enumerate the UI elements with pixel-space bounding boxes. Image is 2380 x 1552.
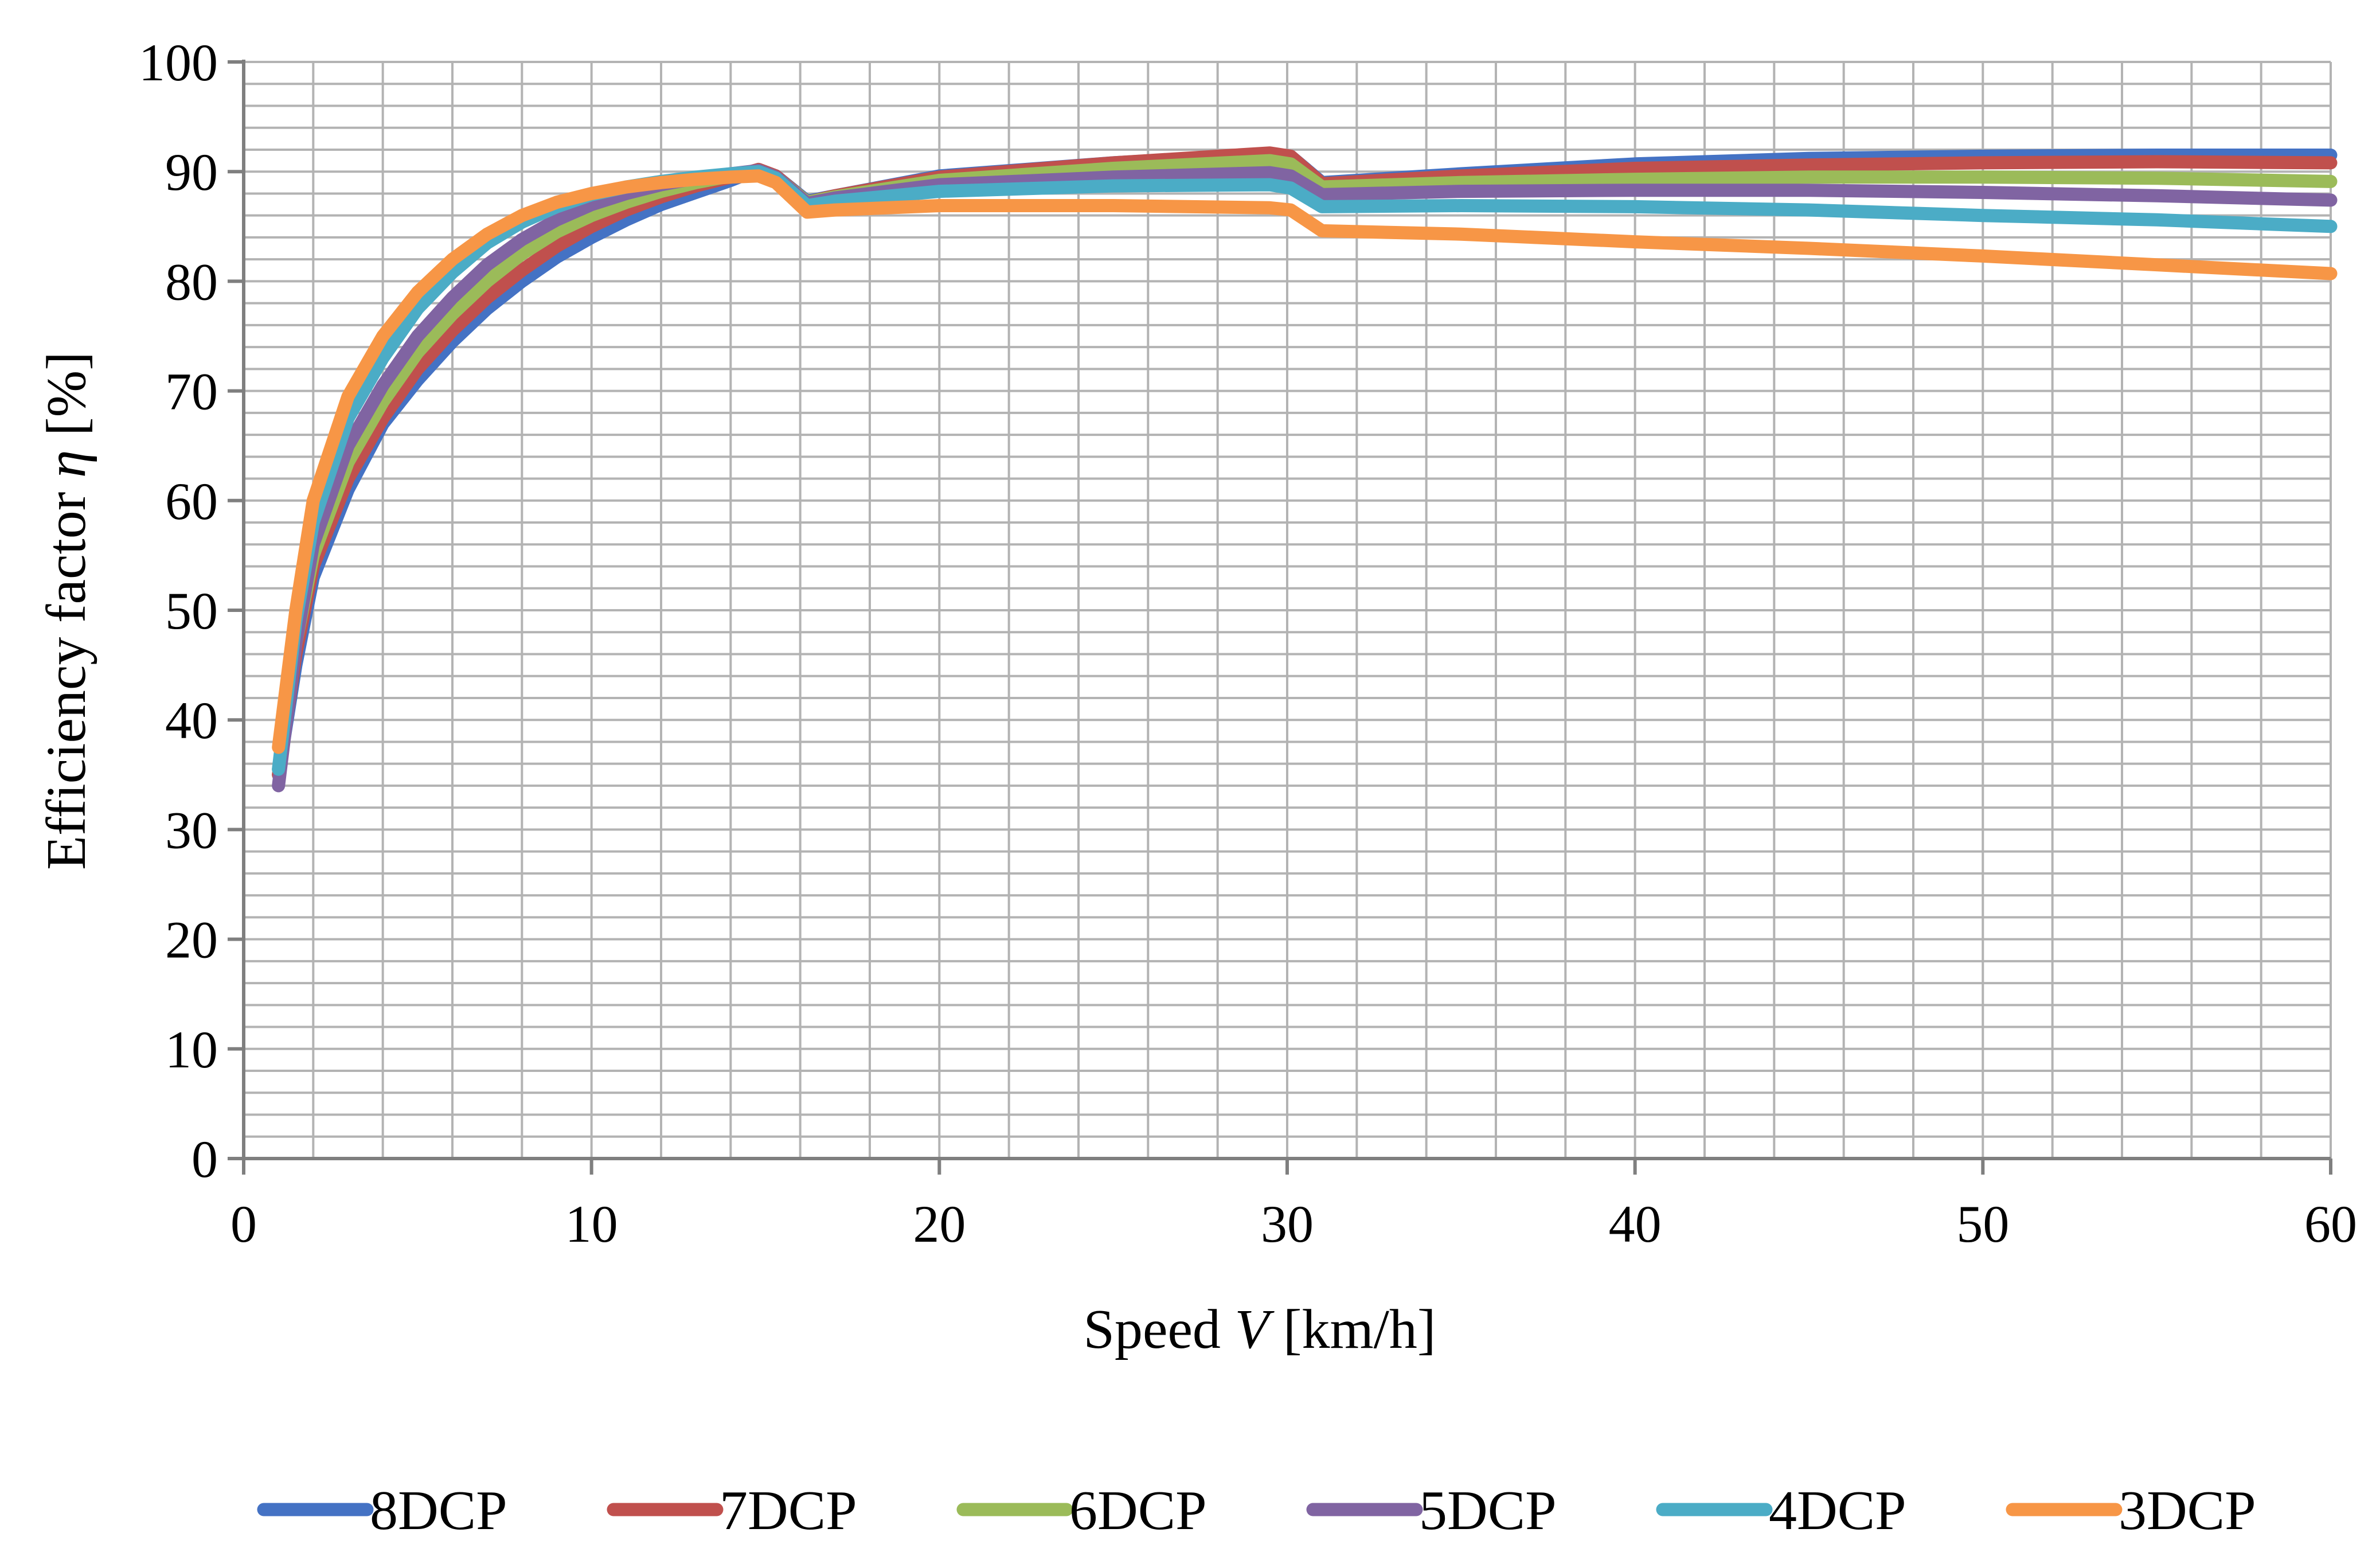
x-axis-title-symbol: V xyxy=(1234,1298,1275,1360)
x-tick-label: 50 xyxy=(1956,1195,2009,1253)
y-tick-label: 60 xyxy=(165,472,218,531)
legend-item-8dcp: 8DCP xyxy=(257,1480,507,1542)
y-tick-label: 30 xyxy=(165,801,218,859)
x-axis-title: Speed V [km/h] xyxy=(1083,1298,1436,1360)
legend-label: 7DCP xyxy=(720,1480,857,1542)
series-line-8dcp xyxy=(272,147,2338,782)
y-axis-title-unit: [%] xyxy=(36,352,97,450)
y-tick-label: 100 xyxy=(139,33,218,92)
x-tick-label: 10 xyxy=(565,1195,618,1253)
legend-label: 8DCP xyxy=(370,1480,507,1542)
y-axis-title-symbol: η xyxy=(36,450,97,478)
y-tick-label: 40 xyxy=(165,691,218,750)
x-tick-label: 60 xyxy=(2304,1195,2357,1253)
y-tick-label: 90 xyxy=(165,143,218,201)
legend: 8DCP 7DCP 6DCP 5DCP 4DCP 3DCP xyxy=(257,1480,2256,1542)
legend-label: 4DCP xyxy=(1769,1480,1906,1542)
x-tick-label: 30 xyxy=(1261,1195,1314,1253)
y-tick-label: 50 xyxy=(165,582,218,640)
x-axis-title-prefix: Speed xyxy=(1083,1298,1234,1360)
axes xyxy=(228,60,2332,1175)
x-axis-title-unit: [km/h] xyxy=(1269,1298,1436,1360)
tick-labels: 0 10 20 30 40 50 60 70 80 90 100 0 10 20 30 40 50 60 xyxy=(139,33,2357,1253)
legend-item-6dcp: 6DCP xyxy=(956,1480,1207,1542)
y-tick-label: 80 xyxy=(165,252,218,311)
y-tick-label: 10 xyxy=(165,1020,218,1079)
x-tick-label: 0 xyxy=(230,1195,257,1253)
y-axis-title-prefix: Efficiency factor xyxy=(36,478,97,870)
legend-item-7dcp: 7DCP xyxy=(607,1480,857,1542)
series-line-3dcp xyxy=(272,169,2338,754)
series-lines xyxy=(272,146,2338,793)
legend-label: 6DCP xyxy=(1069,1480,1207,1542)
legend-item-4dcp: 4DCP xyxy=(1656,1480,1906,1542)
y-tick-label: 20 xyxy=(165,911,218,969)
y-tick-label: 0 xyxy=(192,1130,218,1188)
legend-item-5dcp: 5DCP xyxy=(1306,1480,1557,1542)
legend-item-3dcp: 3DCP xyxy=(2006,1480,2256,1542)
x-tick-label: 20 xyxy=(913,1195,966,1253)
y-axis-title: Efficiency factor η [%] xyxy=(36,352,97,870)
legend-label: 5DCP xyxy=(1419,1480,1557,1542)
x-tick-label: 40 xyxy=(1609,1195,1662,1253)
legend-label: 3DCP xyxy=(2119,1480,2256,1542)
y-tick-label: 70 xyxy=(165,362,218,421)
